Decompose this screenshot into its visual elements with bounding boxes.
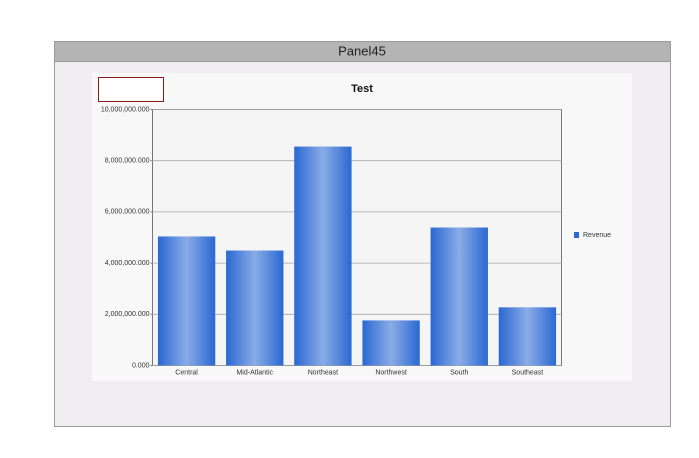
chart-title: Test: [351, 83, 373, 95]
legend-swatch: [574, 232, 579, 238]
y-tick-label: 6,000,000.000: [105, 209, 150, 216]
x-tick-label: Mid-Atlantic: [236, 369, 273, 376]
panel-title: Panel45: [338, 43, 386, 58]
x-tick-label: South: [450, 369, 468, 376]
bar-highlight: [226, 250, 284, 366]
bar-highlight: [294, 146, 352, 366]
x-tick-label: Central: [175, 369, 198, 376]
bar-highlight: [362, 320, 420, 366]
y-tick-label: 8,000,000.000: [105, 158, 150, 165]
plot-area: [152, 109, 562, 366]
x-tick-label: Northwest: [375, 369, 407, 376]
x-tick-label: Northeast: [308, 369, 338, 376]
y-tick-label: 10,000,000.000: [101, 106, 150, 113]
y-tick-label: 0.000: [132, 362, 150, 369]
bar-highlight: [157, 236, 216, 366]
panel-header: [54, 41, 671, 62]
y-tick-label: 4,000,000.000: [105, 260, 150, 267]
legend-label: Revenue: [583, 232, 611, 239]
x-tick-label: Southeast: [512, 369, 544, 376]
y-tick-label: 2,000,000.000: [105, 311, 150, 318]
bar-highlight: [430, 227, 488, 366]
bar-highlight: [498, 307, 557, 366]
plot: 0.000 2,000,000.000 4,000,000.000 6,000,000…: [101, 106, 611, 376]
text-box[interactable]: [98, 77, 164, 102]
